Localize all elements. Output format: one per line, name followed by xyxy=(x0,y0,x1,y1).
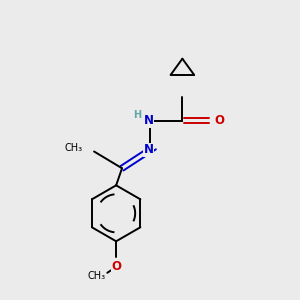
Text: N: N xyxy=(143,114,154,127)
Text: H: H xyxy=(134,110,142,120)
Text: CH₃: CH₃ xyxy=(65,143,83,153)
Text: N: N xyxy=(143,143,154,157)
Text: O: O xyxy=(111,260,121,273)
Text: O: O xyxy=(214,114,224,127)
Text: CH₃: CH₃ xyxy=(88,271,106,281)
